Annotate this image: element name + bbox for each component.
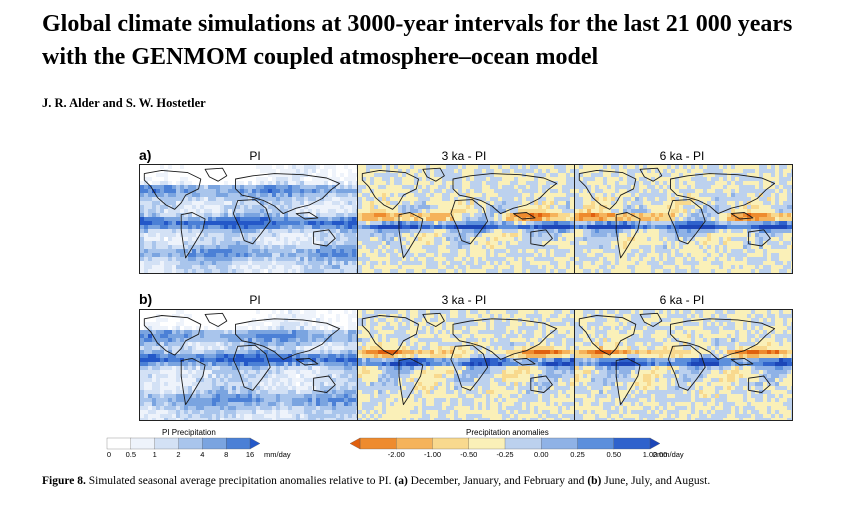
panel-title-a-6ka: 6 ka - PI xyxy=(659,149,705,163)
colorbar-tick: 16 xyxy=(245,450,255,459)
colorbar-tick: 4 xyxy=(200,450,205,459)
colorbar-anom-title: Precipitation anomalies xyxy=(466,428,549,437)
map-panel-b-6ka xyxy=(574,309,793,421)
row-label-a: a) xyxy=(139,147,152,163)
row-label-b: b) xyxy=(139,291,153,307)
colorbar-tick: 0.50 xyxy=(606,450,622,459)
map-panel-b-pi xyxy=(139,309,358,421)
map-panel-a-6ka xyxy=(574,164,793,274)
colorbar-tick: 2.00 xyxy=(652,450,668,459)
panel-title-a-3ka: 3 ka - PI xyxy=(441,149,487,163)
colorbar-tick: 1 xyxy=(152,450,157,459)
caption-b: (b) xyxy=(587,475,602,487)
colorbar-anom-unit: mm/day xyxy=(657,450,684,459)
paper-title: Global climate simulations at 3000-year … xyxy=(42,11,793,70)
colorbar-tick: 2 xyxy=(176,450,181,459)
paper-authors: J. R. Alder and S. W. Hostetler xyxy=(42,96,206,110)
panel-title-b-pi: PI xyxy=(249,293,261,307)
caption-a: (a) xyxy=(394,475,408,487)
caption-text-3: June, July, and August. xyxy=(601,475,711,487)
colorbar-tick: 8 xyxy=(224,450,229,459)
caption-label: Figure 8. xyxy=(42,475,86,487)
colorbar-tick: -1.00 xyxy=(423,450,442,459)
colorbar-tick: -2.00 xyxy=(387,450,405,459)
colorbar-tick: 0.5 xyxy=(125,450,137,459)
colorbar-tick: 0 xyxy=(106,450,112,459)
caption-text-2: December, January, and February and xyxy=(407,475,588,487)
panel-title-b-3ka: 3 ka - PI xyxy=(441,293,487,307)
map-panel-a-pi xyxy=(139,164,358,274)
map-panel-a-3ka xyxy=(357,164,575,274)
colorbar-anom-ticks: -2.00 -1.00 -0.50 -0.25 0.00 0.25 0.50 1.00 2.00 xyxy=(350,450,668,460)
map-panel-b-3ka xyxy=(357,309,575,421)
figure-caption: Figure 8. Simulated seasonal average pre… xyxy=(42,474,822,489)
colorbar-tick: 0.25 xyxy=(570,450,585,459)
caption-text-1: Simulated seasonal average precipitation… xyxy=(85,475,395,487)
colorbar-pi-title: PI Precipitation xyxy=(162,428,216,437)
panel-title-b-6ka: 6 ka - PI xyxy=(659,293,705,307)
colorbar-tick: 0.00 xyxy=(533,450,549,459)
colorbar-pi-ticks: 0 0.5 1 2 4 8 16 xyxy=(107,450,260,460)
colorbar-pi xyxy=(106,437,261,450)
panel-title-a-pi: PI xyxy=(249,149,261,163)
colorbar-tick: -0.50 xyxy=(460,450,478,459)
colorbar-pi-unit: mm/day xyxy=(264,450,291,459)
colorbar-anom xyxy=(349,437,661,450)
colorbar-tick: -0.25 xyxy=(496,450,514,459)
colorbar-tick: 1.00 xyxy=(642,450,658,459)
